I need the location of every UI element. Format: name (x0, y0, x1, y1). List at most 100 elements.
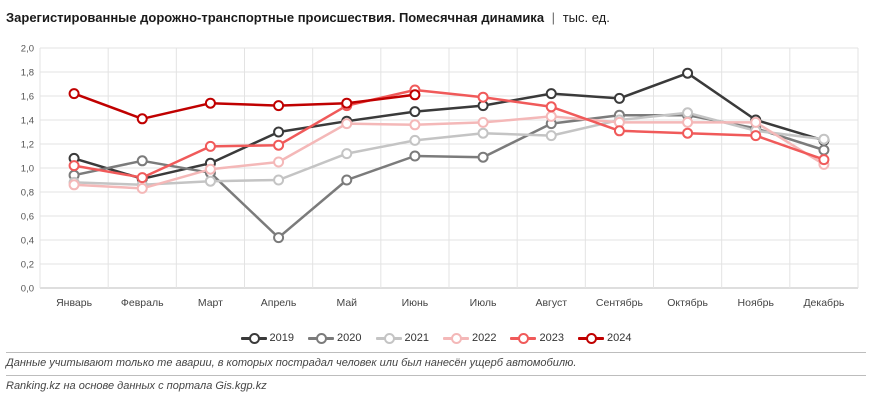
y-tick-label: 1,6 (21, 92, 34, 103)
y-tick-label: 1,4 (21, 116, 34, 127)
data-point-2020 (341, 174, 353, 186)
legend-item-2020: 2020 (308, 330, 362, 346)
legend-label: 2021 (404, 332, 429, 344)
series-line-2021 (72, 111, 826, 187)
data-point-2022 (409, 119, 421, 131)
x-tick-label: Март (198, 297, 223, 309)
data-point-2022 (545, 110, 557, 122)
footer-note: Данные учитывают только те аварии, в кот… (6, 357, 577, 369)
data-point-2020 (409, 150, 421, 162)
chart-legend: 2019 2020 2021 2022 2023 2024 (0, 330, 872, 346)
y-tick-label: 0,0 (21, 284, 34, 295)
data-point-2023 (545, 101, 557, 113)
data-point-2022 (136, 182, 148, 194)
x-tick-label: Сентябрь (596, 297, 644, 309)
x-tick-label: Май (336, 297, 357, 309)
x-tick-label: Январь (56, 297, 93, 309)
y-tick-label: 1,2 (21, 140, 34, 151)
data-point-2023 (477, 91, 489, 103)
legend-label: 2024 (606, 332, 632, 344)
chart-title-row: Зарегистированные дорожно-транспортные п… (6, 8, 866, 28)
series-line-2022 (72, 115, 826, 190)
data-point-2023 (204, 140, 216, 152)
data-point-2021 (273, 174, 285, 186)
data-point-2019 (613, 92, 625, 104)
data-point-2022 (273, 156, 285, 168)
data-point-2021 (409, 134, 421, 146)
y-tick-label: 0,4 (21, 236, 34, 247)
footer-divider-bottom (6, 375, 866, 376)
data-point-2024 (341, 97, 353, 109)
x-tick-label: Июль (470, 297, 497, 309)
data-point-2019 (273, 126, 285, 138)
legend-item-2019: 2019 (240, 330, 295, 346)
y-tick-label: 1,0 (21, 164, 34, 175)
legend-label: 2022 (472, 332, 497, 344)
legend-item-2023: 2023 (510, 330, 564, 346)
legend-swatch (375, 332, 402, 344)
data-point-2023 (68, 160, 80, 172)
y-tick-label: 0,8 (21, 188, 34, 199)
data-point-2023 (273, 139, 285, 151)
data-point-2024 (136, 113, 148, 125)
chart-unit: тыс. ед. (562, 10, 610, 25)
data-point-2022 (341, 118, 353, 130)
legend-swatch (308, 332, 335, 344)
data-point-2021 (477, 127, 489, 139)
y-tick-label: 1,8 (21, 68, 34, 79)
x-tick-label: Октябрь (667, 297, 708, 309)
legend-label: 2023 (539, 332, 564, 344)
footer-source: Ranking.kz на основе данных с портала Gi… (6, 380, 267, 392)
x-tick-label: Апрель (261, 297, 297, 309)
data-point-2021 (341, 148, 353, 160)
data-point-2024 (204, 97, 216, 109)
data-point-2023 (750, 130, 762, 142)
legend-label: 2019 (269, 332, 295, 344)
data-point-2023 (136, 172, 148, 184)
line-chart: 0,0 0,2 0,4 0,6 0,8 1,0 1,2 1,4 1,6 1,8 2,0 Январь Ф… (21, 44, 859, 309)
data-point-2021 (682, 107, 694, 119)
data-point-2022 (682, 116, 694, 128)
data-point-2021 (545, 130, 557, 142)
legend-item-2024: 2024 (577, 330, 632, 346)
data-point-2019 (409, 106, 421, 118)
data-point-2020 (136, 155, 148, 167)
data-point-2022 (68, 179, 80, 191)
x-tick-label: Декабрь (803, 297, 844, 309)
data-point-2024 (273, 100, 285, 112)
legend-item-2022: 2022 (443, 330, 496, 346)
data-point-2024 (68, 88, 80, 100)
data-point-2021 (818, 133, 830, 145)
x-tick-label: Август (535, 297, 567, 309)
legend-swatch (443, 332, 469, 344)
title-separator: | (551, 10, 556, 25)
y-tick-label: 0,2 (21, 260, 34, 271)
series-line-2023 (72, 88, 826, 179)
x-tick-label: Февраль (121, 297, 164, 309)
series-line-2020 (72, 113, 826, 239)
data-point-2021 (204, 175, 216, 187)
data-point-2022 (750, 116, 762, 128)
data-point-2020 (818, 144, 830, 156)
data-point-2019 (545, 88, 557, 100)
data-point-2022 (477, 116, 489, 128)
data-point-2023 (818, 154, 830, 166)
legend-label: 2020 (337, 332, 362, 344)
y-tick-label: 0,6 (21, 212, 34, 223)
data-point-2019 (682, 67, 694, 79)
legend-swatch (240, 332, 267, 344)
x-tick-label: Июнь (402, 297, 429, 309)
data-point-2023 (613, 125, 625, 137)
x-tick-label: Ноябрь (738, 297, 775, 309)
data-point-2020 (273, 232, 285, 244)
y-tick-label: 2,0 (21, 44, 34, 55)
legend-item-2021: 2021 (375, 330, 429, 346)
data-point-2020 (477, 151, 489, 163)
legend-swatch (510, 332, 537, 344)
legend-swatch (577, 332, 604, 344)
chart-title: Зарегистированные дорожно-транспортные п… (6, 10, 545, 25)
series-line-2024 (72, 92, 417, 121)
data-point-2023 (682, 127, 694, 139)
data-point-2024 (409, 89, 421, 101)
footer-divider-top (6, 352, 866, 353)
